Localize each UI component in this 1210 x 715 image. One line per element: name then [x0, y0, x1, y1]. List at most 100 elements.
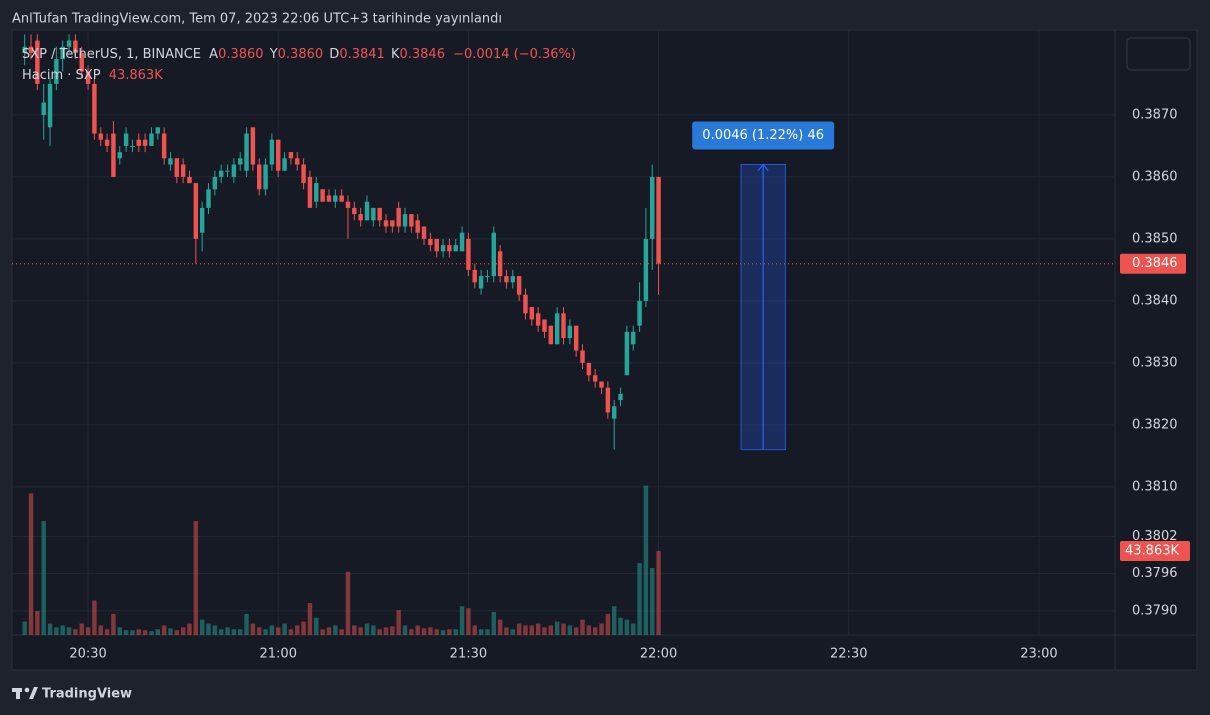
candle-body — [212, 176, 218, 190]
legend-change: −0.0014 (−0.36%) — [453, 47, 576, 62]
candle-body — [104, 139, 110, 146]
candle-body — [111, 133, 116, 177]
chart-pane — [11, 29, 1198, 671]
candle-body — [282, 158, 287, 171]
y-tick-label: 0.3796 — [1132, 566, 1178, 581]
volume-bar — [104, 629, 110, 635]
volume-bar — [618, 617, 623, 635]
candle-body — [142, 139, 148, 146]
legend-low: 0.3841 — [339, 47, 385, 62]
volume-bar — [428, 627, 433, 635]
candle-body — [542, 319, 547, 332]
candle-body — [301, 164, 306, 184]
candle-body — [187, 176, 192, 184]
volume-bar — [592, 627, 598, 635]
candle-body — [47, 83, 53, 128]
volume-bar — [180, 627, 186, 635]
candle-body — [409, 214, 414, 227]
volume-bar — [554, 621, 560, 635]
candle-body — [637, 300, 642, 326]
volume-bar — [459, 606, 465, 635]
volume-bar — [41, 521, 46, 635]
volume-bar — [314, 617, 319, 635]
volume-bar — [301, 621, 306, 635]
volume-bar — [440, 630, 446, 635]
volume-bar — [123, 630, 129, 635]
volume-bar — [605, 613, 611, 635]
volume-bar — [434, 629, 439, 635]
candle-body — [656, 176, 661, 264]
volume-bar — [383, 627, 389, 635]
candle-body — [491, 232, 496, 277]
candle-body — [535, 313, 541, 326]
candle-body — [377, 207, 382, 221]
candle-body — [73, 40, 78, 53]
candle-body — [333, 195, 338, 202]
candle-body — [440, 245, 446, 252]
volume-bar — [54, 627, 59, 635]
volume-bar — [98, 625, 103, 635]
candle-body — [85, 71, 91, 84]
candle-body — [130, 145, 135, 147]
y-tick-label: 0.3820 — [1132, 417, 1178, 432]
volume-bar — [117, 627, 122, 635]
candle-body — [529, 307, 535, 320]
candle-body — [618, 393, 623, 401]
last-price-label: 0.3846 — [1132, 256, 1178, 271]
candle-body — [364, 201, 370, 221]
candle-body — [41, 102, 46, 115]
volume-bar — [466, 608, 471, 635]
candle-body — [415, 220, 420, 233]
volume-bar — [193, 521, 199, 635]
volume-bar — [402, 625, 408, 635]
volume-bar — [47, 623, 53, 635]
volume-bar — [447, 629, 452, 635]
menu-button[interactable] — [1126, 37, 1191, 71]
y-tick-label: 0.3810 — [1132, 479, 1178, 494]
candle-body — [149, 133, 154, 146]
volume-bar — [320, 629, 325, 635]
candle-body — [561, 313, 566, 339]
volume-bar — [276, 627, 281, 635]
candle-body — [510, 276, 516, 283]
legend-open-label: A — [209, 47, 218, 62]
candle-body — [257, 164, 262, 190]
candle-body — [123, 133, 129, 146]
volume-bar — [326, 627, 332, 635]
header-title: AnlTufan TradingView.com, Tem 07, 2023 2… — [12, 12, 502, 27]
volume-bar — [396, 610, 401, 635]
volume-bar — [244, 613, 249, 635]
volume-bar — [491, 612, 496, 635]
volume-bar — [73, 629, 78, 635]
candle-body — [288, 152, 294, 159]
volume-bar — [85, 627, 91, 635]
volume-bar — [149, 631, 154, 635]
x-tick-label: 21:00 — [260, 647, 297, 662]
candle-body — [643, 238, 649, 301]
candle-body — [66, 40, 72, 47]
volume-bar — [358, 627, 363, 635]
candle-body — [485, 276, 490, 278]
x-tick-label: 22:30 — [830, 647, 867, 662]
x-tick-label: 21:30 — [450, 647, 487, 662]
legend-volume-name: Hacim · SXP — [22, 68, 101, 83]
volume-bar — [199, 619, 205, 635]
volume-bar — [225, 627, 230, 635]
volume-bar — [472, 625, 477, 635]
candle-body — [516, 276, 522, 295]
candle-body — [136, 139, 142, 146]
candle-body — [269, 139, 275, 165]
volume-bar — [206, 623, 211, 635]
volume-bar — [136, 629, 142, 635]
volume-bar — [637, 563, 642, 635]
legend-volume: 43.863K — [109, 68, 163, 83]
volume-bar — [250, 623, 256, 635]
volume-bar — [130, 630, 135, 635]
volume-bar — [333, 625, 338, 635]
volume-bar — [66, 627, 72, 635]
candle-body — [237, 158, 243, 165]
volume-bar — [345, 571, 351, 635]
overlays: 0.3846 43.863K 0.0046 (1.22%) 46 — [12, 121, 1190, 562]
candle-body — [98, 133, 103, 140]
